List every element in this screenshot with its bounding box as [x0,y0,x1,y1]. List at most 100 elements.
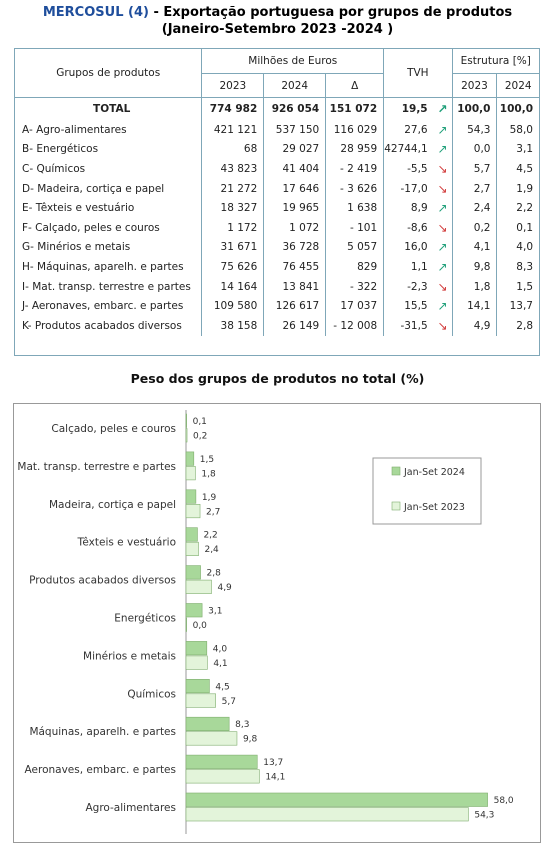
cell-tvh: 42744,1 [383,139,434,160]
trend-up-icon: ↗ [437,201,448,216]
table-row: G- Minérios e metais 31 671 36 728 5 057 16,… [15,237,539,258]
data-label: 58,0 [494,796,514,806]
cell-structure-2024: 4,0 [496,237,539,258]
data-label: 4,5 [215,682,229,692]
table-row: E- Têxteis e vestuário 18 327 19 965 1 638 8… [15,198,539,218]
header-2023: 2023 [201,73,264,98]
title-rest: - Exportação portuguesa por grupos de pr… [148,5,513,20]
legend-swatch [391,501,401,511]
data-table-container: Grupos de produtos Milhões de Euros TVH … [14,48,540,356]
table-body: TOTAL 774 982 926 054 151 072 19,5 ↗ 100… [15,97,539,336]
cell-name: I- Mat. transp. terrestre e partes [22,280,191,293]
bar-2023 [185,807,469,822]
cell-structure-2024: 2,8 [496,315,539,336]
cell-name: A- Agro-alimentares [22,123,127,136]
data-label: 1,5 [200,455,214,465]
cell-delta: - 12 008 [325,315,384,336]
bar-2024 [185,565,201,580]
bar-2024 [185,413,187,428]
cell-structure-2023: 100,0 [451,97,497,120]
header-2024: 2024 [263,73,326,98]
cell-delta: - 322 [325,276,384,297]
cell-delta: 1 638 [325,198,384,218]
cell-tvh: -8,6 [383,217,434,238]
data-label: 9,8 [243,735,258,745]
category-label: Aeronaves, embarc. e partes [25,764,176,776]
cell-structure-2023: 0,2 [451,217,497,238]
trend-down-icon: ↘ [437,181,448,196]
data-label: 2,4 [204,545,219,555]
bar-2023 [185,504,201,519]
cell-structure-2024: 0,1 [496,217,539,238]
bar-2023 [185,731,238,746]
category-label: Produtos acabados diversos [29,575,176,587]
cell-structure-2023: 0,0 [451,139,497,160]
trend-up-icon: ↗ [437,240,448,255]
cell-delta: - 3 626 [325,178,384,199]
trend-down-icon: ↘ [437,161,448,176]
cell-name: D- Madeira, cortiça e papel [22,182,165,195]
header-delta: Δ [325,73,384,98]
cell-structure-2023: 2,4 [451,198,497,218]
table-row: B- Energéticos 68 29 027 28 959 42744,1 ↗ 0,0 3… [15,139,539,160]
cell-structure-2024: 1,9 [496,178,539,199]
cell-structure-2023: 1,8 [451,276,497,297]
cell-structure-2024: 100,0 [496,97,539,120]
table-row-total: TOTAL 774 982 926 054 151 072 19,5 ↗ 100… [15,97,539,120]
bar-2023 [185,655,208,670]
bar-2024 [185,792,488,807]
cell-2024: 76 455 [263,257,326,277]
category-label: Calçado, peles e couros [51,423,176,435]
trend-up-icon: ↗ [437,299,448,314]
trend-up-icon: ↗ [437,259,448,274]
table-row: K- Produtos acabados diversos 38 158 26 14… [15,315,539,336]
bar-2023 [185,693,216,708]
cell-name: K- Produtos acabados diversos [22,319,182,332]
cell-tvh: -5,5 [383,159,434,179]
bar-2023 [185,541,199,556]
cell-name: F- Calçado, peles e couros [22,221,160,234]
cell-tvh: 19,5 [383,97,434,120]
cell-name: H- Máquinas, aparelh. e partes [22,260,184,273]
category-label: Agro-alimentares [85,802,176,814]
trend-up-icon: ↗ [437,122,448,137]
data-table: Grupos de produtos Milhões de Euros TVH … [15,49,539,336]
cell-tvh: 27,6 [383,120,434,140]
cell-tvh: 1,1 [383,257,434,277]
header-structure-2023: 2023 [451,73,497,98]
cell-structure-2023: 54,3 [451,120,497,140]
cell-2023: 68 [201,139,264,160]
bar-2023 [185,769,260,784]
data-label: 0,2 [193,432,207,442]
cell-structure-2024: 4,5 [496,159,539,179]
category-label: Têxteis e vestuário [76,537,176,549]
legend-box [372,457,482,525]
cell-2024: 41 404 [263,159,326,179]
chart-container: Calçado, peles e couros 0,1 0,2 Mat. transp… [13,403,541,843]
table-row: F- Calçado, peles e couros 1 172 1 072- 10… [15,217,539,238]
cell-2024: 537 150 [263,120,326,140]
cell-delta: 151 072 [325,97,384,120]
bar-2023 [185,428,188,443]
trend-down-icon: ↘ [437,220,448,235]
category-label: Químicos [127,688,176,700]
bar-2023 [185,617,187,632]
header-groups: Grupos de produtos [15,49,202,98]
cell-structure-2023: 9,8 [451,257,497,277]
data-label: 1,9 [202,493,217,503]
chart-title: Peso dos grupos de produtos no total (%) [130,371,425,386]
cell-name: C- Químicos [22,162,86,175]
bar-2024 [185,527,198,542]
trend-down-icon: ↘ [437,279,448,294]
cell-structure-2023: 5,7 [451,159,497,179]
bar-2024 [185,489,197,504]
cell-tvh: 15,5 [383,296,434,316]
cell-name: G- Minérios e metais [22,241,131,254]
cell-2024: 29 027 [263,139,326,160]
category-label: Mat. transp. terrestre e partes [17,461,176,473]
cell-2023: 14 164 [201,276,264,297]
cell-tvh: -17,0 [383,178,434,199]
cell-structure-2024: 58,0 [496,120,539,140]
cell-structure-2023: 2,7 [451,178,497,199]
cell-2023: 21 272 [201,178,264,199]
